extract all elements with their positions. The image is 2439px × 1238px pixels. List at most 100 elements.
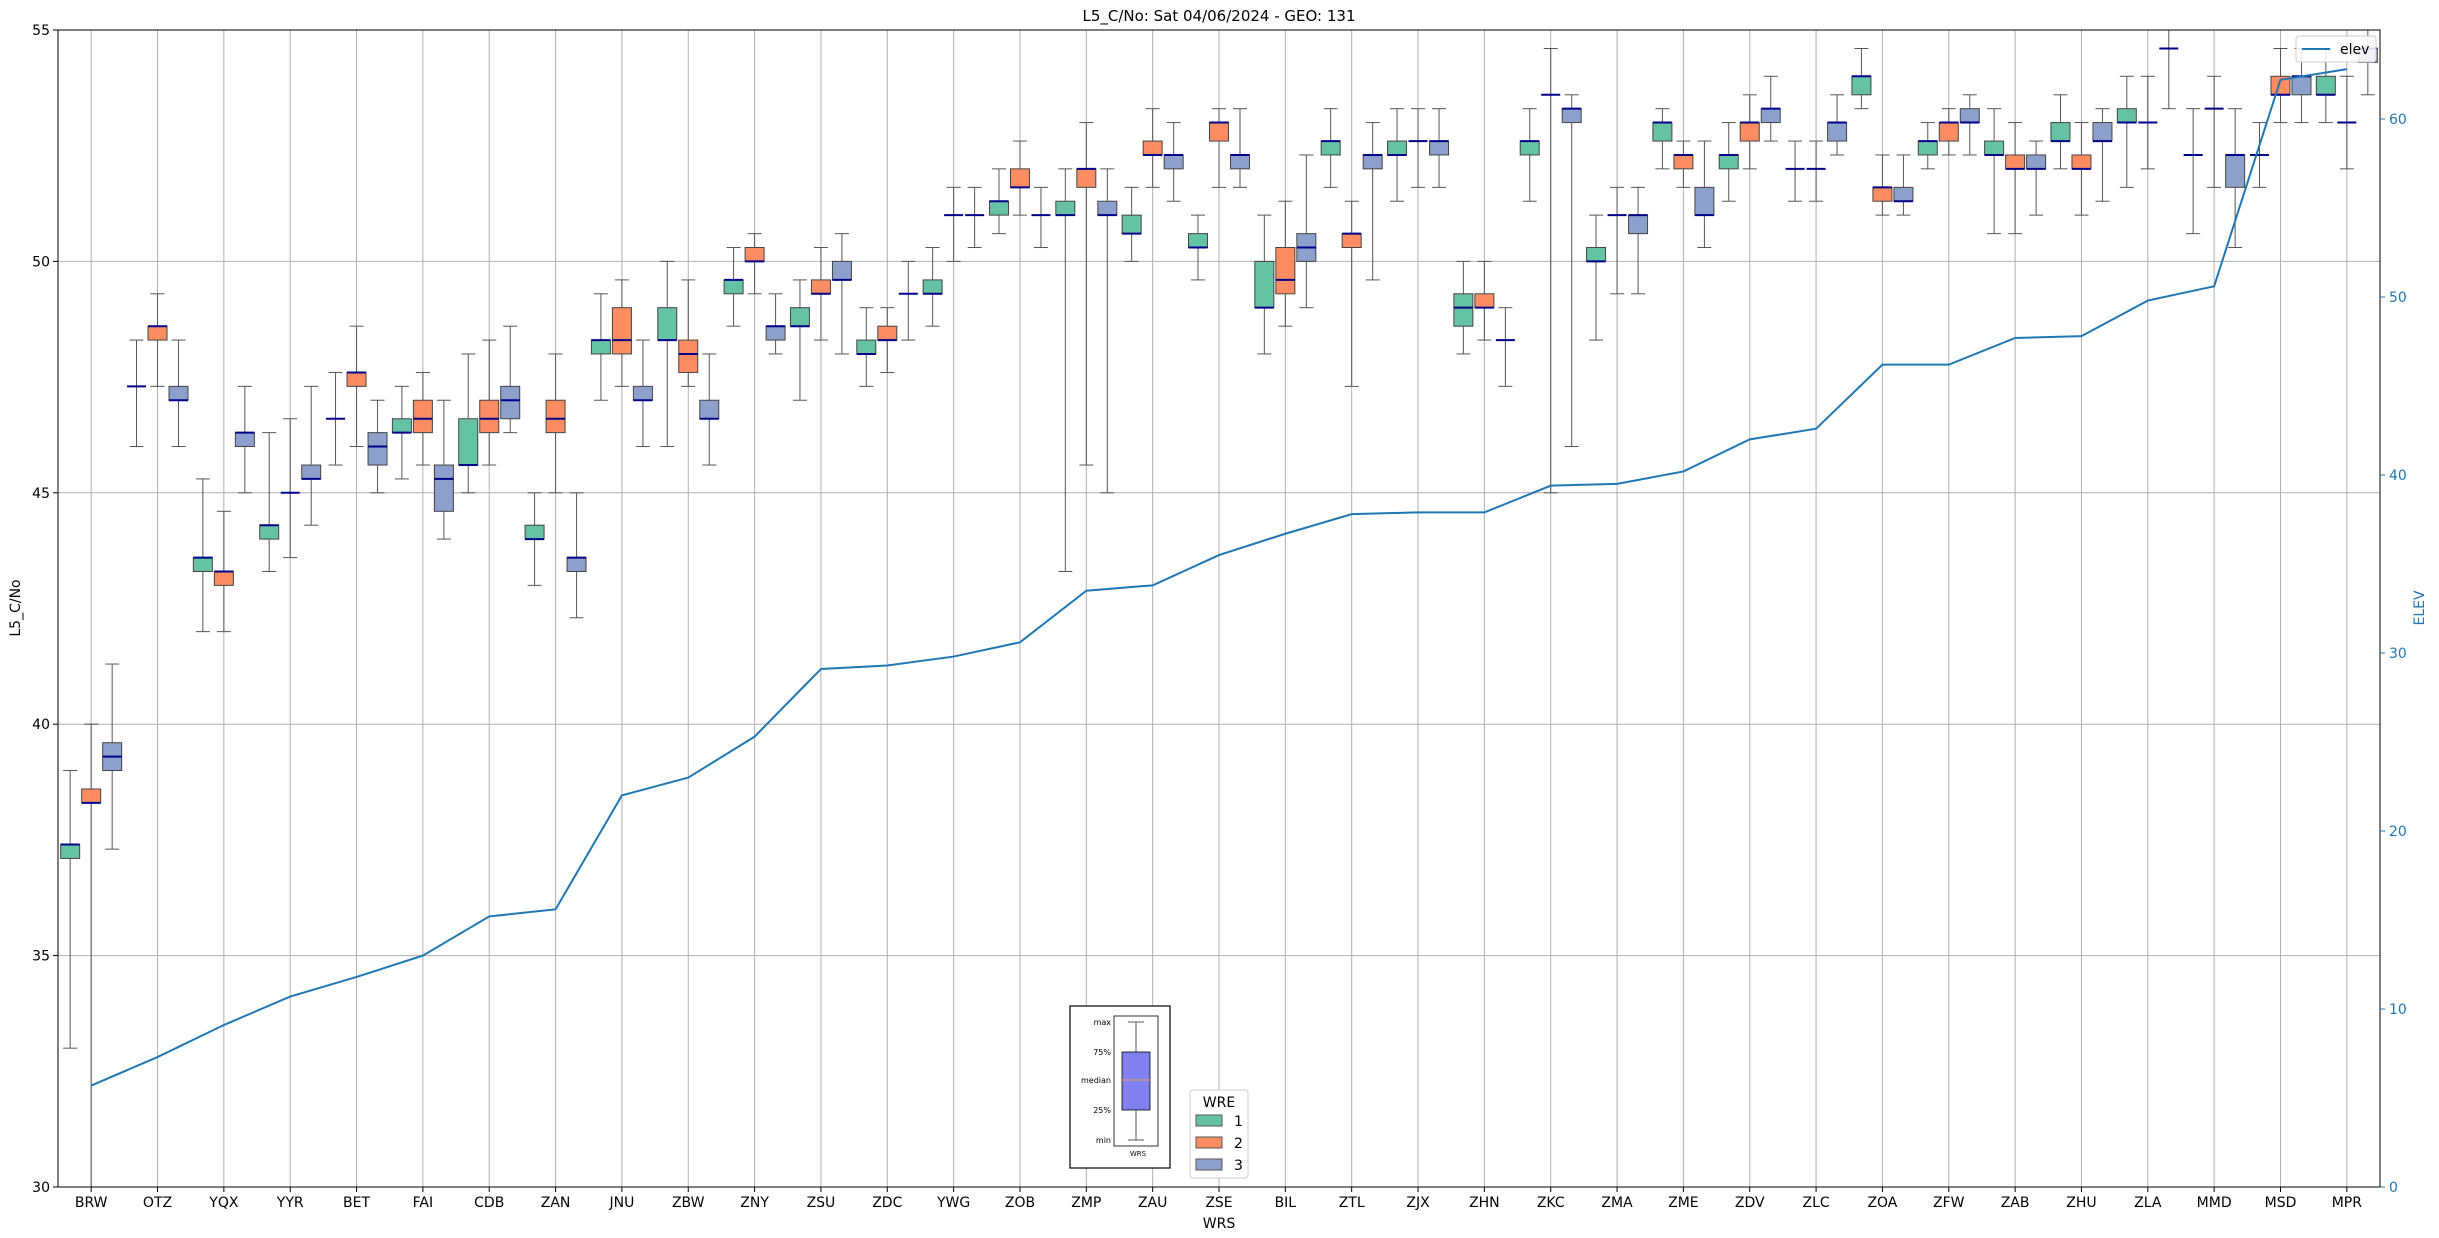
box-body — [259, 524, 280, 540]
box-OTZ-wre1 — [127, 339, 147, 448]
box-ZHN-wre1 — [1453, 260, 1474, 355]
box-ZLC-wre1 — [1785, 140, 1805, 202]
box-body — [699, 399, 720, 420]
box-ZTL-wre3 — [1362, 122, 1383, 281]
box-ZLA-wre2 — [2138, 75, 2158, 170]
box-ZBW-wre2 — [678, 279, 699, 387]
box-ZME-wre3 — [1694, 140, 1715, 249]
box-ZTL-wre2 — [1341, 200, 1362, 387]
box-YYR-wre2 — [280, 418, 300, 559]
box-ZNY-wre1 — [723, 247, 744, 327]
box-BRW-wre2 — [81, 723, 102, 1188]
box-body — [1652, 122, 1673, 142]
box-body — [831, 260, 852, 281]
x-axis-label: WRS — [1203, 1216, 1236, 1232]
y-axis-label: L5_C/No — [8, 579, 24, 636]
box-BRW-wre1 — [60, 769, 81, 1049]
box-ZHN-wre3 — [1495, 307, 1515, 387]
box-ZLA-wre3 — [2159, 29, 2179, 110]
box-body — [1341, 233, 1362, 249]
box-ZLA-wre1 — [2116, 75, 2137, 188]
box-FAI-wre1 — [391, 385, 412, 480]
x-tick-label: ZOB — [1005, 1195, 1035, 1211]
box-body — [2005, 154, 2026, 170]
x-tick-label: ZDV — [1735, 1195, 1765, 1211]
box-body — [922, 279, 943, 295]
x-tick-label: FAI — [413, 1195, 433, 1211]
elev-line-group — [90, 68, 2347, 1087]
x-tick-label: ZAU — [1138, 1195, 1167, 1211]
y-tick-label: 50 — [32, 254, 50, 270]
box-plot-group — [60, 29, 2378, 1188]
box-ZAN-wre1 — [524, 492, 545, 586]
y2-tick-label: 30 — [2389, 646, 2407, 662]
wre-legend: WRE 1 2 3 — [1189, 1089, 1249, 1179]
x-tick-label: ZDC — [872, 1195, 902, 1211]
box-ZSE-wre3 — [1230, 108, 1250, 188]
key-label-max: max — [1094, 1018, 1112, 1027]
box-body — [1827, 122, 1848, 142]
x-tick-label: ZLC — [1802, 1195, 1829, 1211]
box-body — [545, 399, 566, 434]
box-body — [1519, 140, 1540, 156]
box-ZHU-wre2 — [2071, 122, 2092, 216]
box-body — [1275, 247, 1296, 295]
box-body — [2116, 108, 2137, 124]
box-body — [678, 339, 699, 373]
box-YWG-wre2 — [944, 186, 964, 262]
box-body — [1097, 200, 1118, 216]
box-ZJX-wre3 — [1429, 108, 1450, 188]
key-label-q1: 25% — [1093, 1106, 1111, 1115]
box-BIL-wre3 — [1296, 154, 1317, 309]
x-tick-label: YWG — [936, 1195, 970, 1211]
box-JNU-wre2 — [611, 279, 632, 387]
x-tick-label: ZME — [1668, 1195, 1699, 1211]
box-body — [1362, 154, 1383, 170]
box-body — [1718, 154, 1739, 170]
wre-legend-swatch-1 — [1195, 1114, 1223, 1127]
box-body — [81, 788, 102, 804]
box-BET-wre1 — [326, 371, 346, 466]
box-body — [765, 325, 786, 341]
box-CDB-wre1 — [458, 353, 479, 494]
box-CDB-wre2 — [479, 339, 500, 466]
box-body — [1984, 140, 2005, 156]
box-body — [632, 385, 653, 401]
box-ZSU-wre3 — [831, 233, 852, 355]
box-body — [2291, 75, 2312, 96]
box-body — [1561, 108, 1582, 124]
box-body — [479, 399, 500, 434]
box-body — [1673, 154, 1694, 170]
wre-legend-label-2: 2 — [1234, 1136, 1243, 1152]
box-body — [1254, 260, 1275, 309]
box-MPR-wre2 — [2337, 75, 2357, 170]
y2-axis-label: ELEV — [2412, 590, 2428, 625]
box-body — [1694, 186, 1715, 216]
box-body — [1188, 233, 1208, 249]
x-tick-label: ZLA — [2134, 1195, 2162, 1211]
box-body — [192, 557, 213, 572]
box-ZHN-wre2 — [1474, 260, 1495, 341]
box-body — [1163, 154, 1184, 170]
box-ZSU-wre2 — [810, 247, 831, 341]
box-body — [1938, 122, 1959, 142]
box-ZTL-wre1 — [1320, 108, 1341, 188]
box-FAI-wre2 — [412, 371, 433, 466]
box-body — [1893, 186, 1914, 202]
box-body — [458, 418, 479, 466]
elev-legend-label: elev — [2340, 42, 2369, 58]
box-MMD-wre2 — [2204, 75, 2224, 188]
x-tick-label: ZMP — [1071, 1195, 1101, 1211]
box-body — [1959, 108, 1980, 124]
box-ZSE-wre1 — [1188, 214, 1208, 281]
box-ZJX-wre1 — [1387, 108, 1408, 202]
y2-tick-label: 0 — [2389, 1180, 2398, 1196]
key-label-median: median — [1081, 1076, 1111, 1085]
box-body — [1055, 200, 1076, 216]
chart-title: L5_C/No: Sat 04/06/2024 - GEO: 131 — [1082, 7, 1355, 26]
box-ZSU-wre1 — [789, 279, 810, 401]
box-body — [412, 399, 433, 434]
box-body — [433, 464, 454, 512]
x-tick-label: ZHN — [1469, 1195, 1500, 1211]
